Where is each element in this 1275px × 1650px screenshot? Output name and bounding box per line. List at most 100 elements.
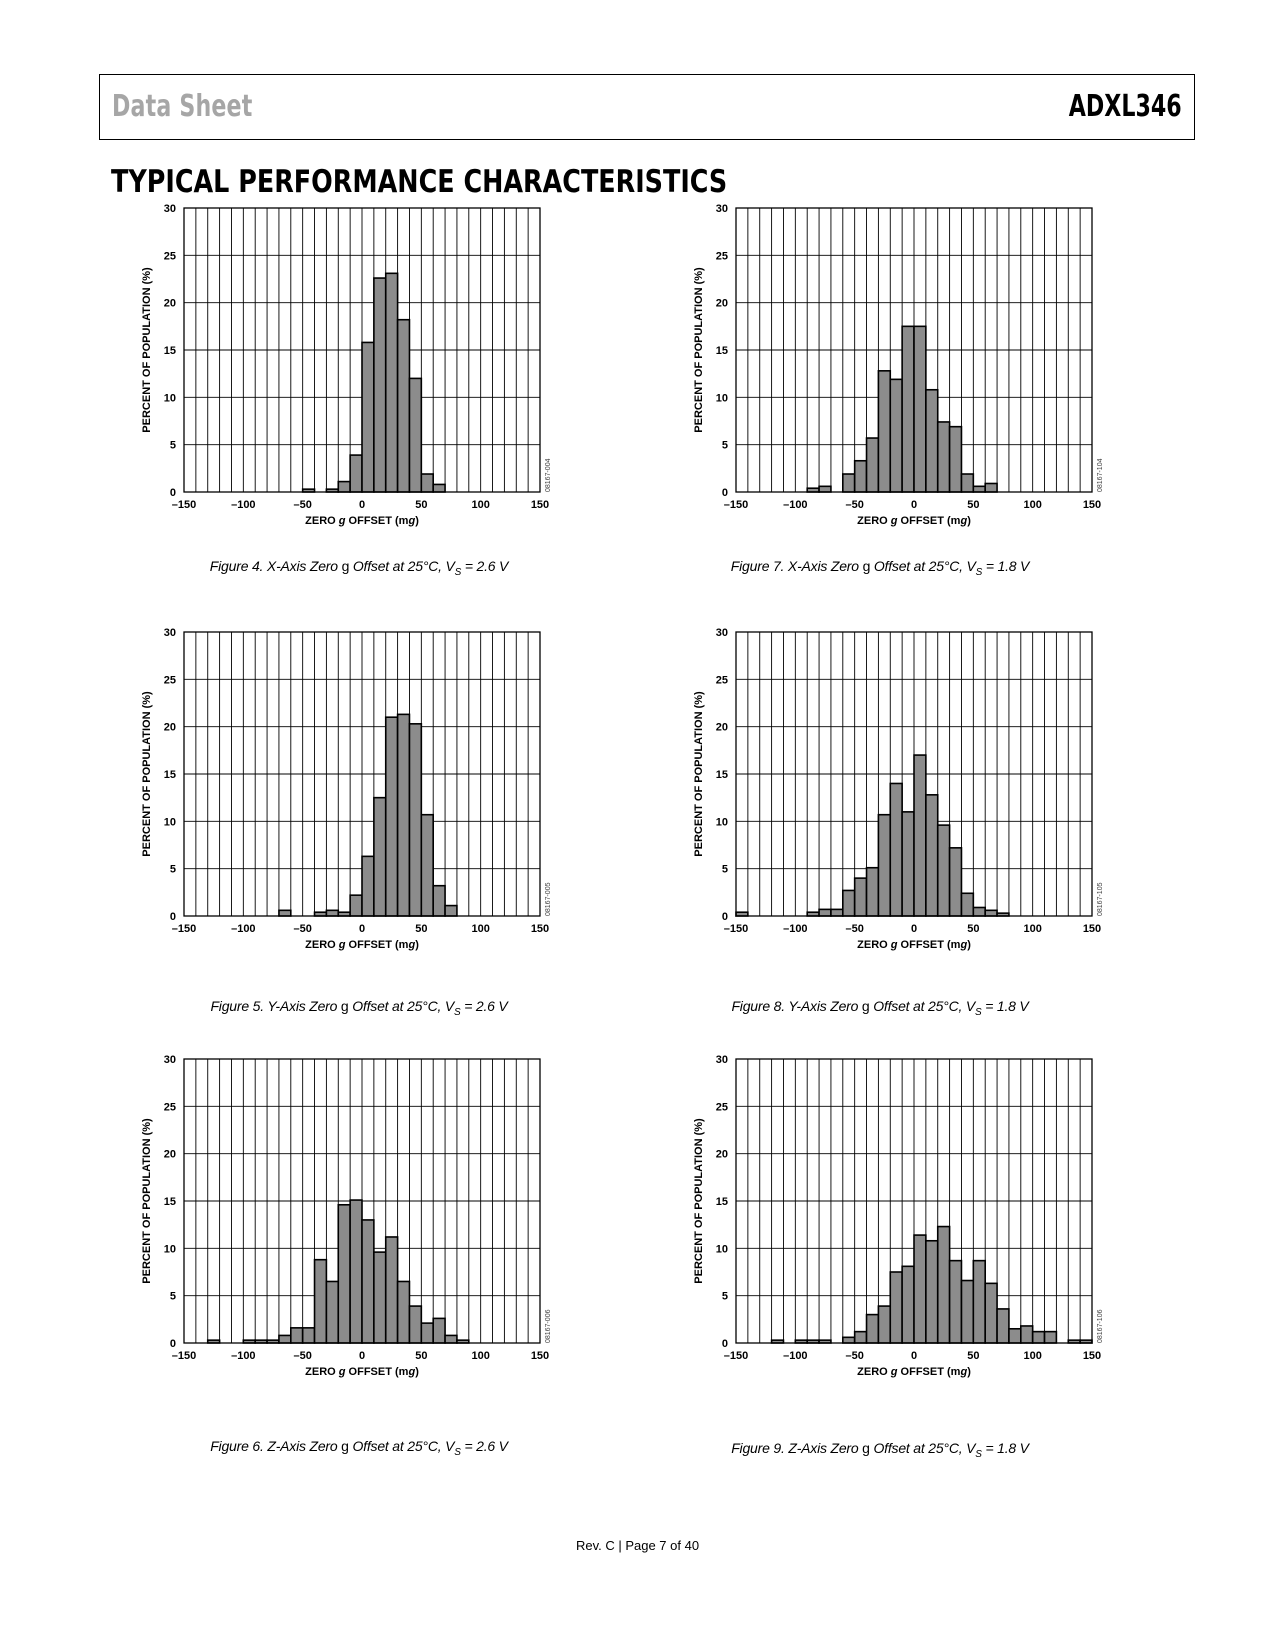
x-tick-label: –50 <box>293 1350 311 1362</box>
x-tick-label: 50 <box>415 1350 427 1362</box>
x-tick-label: 150 <box>531 1350 549 1362</box>
x-tick-label: –50 <box>845 923 863 935</box>
figure-9-chart: 0 5 10 15 20 25 30 –150 –100 –50 0 50 100 150 ZERO g O… <box>690 1051 1130 1421</box>
x-tick-label: –150 <box>724 923 748 935</box>
histogram-bar <box>349 1199 363 1344</box>
histogram-bar <box>290 1327 304 1344</box>
histogram-bar <box>396 713 411 917</box>
caption-subscript: S <box>975 1448 982 1460</box>
caption-g: g <box>862 1440 870 1456</box>
histogram-bar <box>996 1308 1010 1344</box>
histogram-bar <box>865 1313 880 1344</box>
plot-frame <box>183 1058 541 1344</box>
y-tick-label: 20 <box>716 1149 728 1161</box>
histogram-bar <box>1043 1330 1058 1344</box>
histogram-bar <box>865 866 880 917</box>
caption-subscript: S <box>975 1006 982 1018</box>
x-tick-label: 100 <box>471 923 489 935</box>
x-axis-label: ZERO g OFFSET (mg) <box>305 515 419 527</box>
caption-middle: Offset at 25°C, V <box>869 1440 976 1456</box>
histogram-bar <box>853 877 868 917</box>
histogram-bar <box>361 341 375 493</box>
x-axis-label: ZERO g OFFSET (mg) <box>305 1366 419 1378</box>
y-tick-label: 20 <box>164 1149 176 1161</box>
header-box: Data Sheet ADXL346 <box>99 74 1195 140</box>
x-tick-label: 100 <box>1023 1350 1041 1362</box>
x-tick-label: –50 <box>845 1350 863 1362</box>
figure-code-label: 08167-004 <box>545 458 552 492</box>
histogram-bar <box>901 1265 915 1344</box>
x-tick-label: 150 <box>1083 499 1101 511</box>
figure-9-caption: Figure 9. Z-Axis Zero g Offset at 25°C, … <box>600 1440 1160 1460</box>
histogram-bar <box>972 1259 987 1344</box>
caption-middle: Offset at 25°C, V <box>869 998 976 1014</box>
histogram-bar <box>420 1322 435 1344</box>
x-tick-label: 150 <box>1083 1350 1101 1362</box>
histogram-bar <box>960 1279 975 1344</box>
x-tick-label: –150 <box>172 923 196 935</box>
caption-middle: Offset at 25°C, V <box>348 1438 455 1454</box>
y-axis-label: PERCENT OF POPULATION (%) <box>693 267 705 433</box>
histogram-bar <box>913 754 927 917</box>
histogram-bar <box>901 325 915 493</box>
x-axis-label: ZERO g OFFSET (mg) <box>857 1366 971 1378</box>
caption-prefix: Figure 7. X-Axis Zero <box>730 558 863 574</box>
caption-middle: Offset at 25°C, V <box>349 558 455 574</box>
caption-middle: Offset at 25°C, V <box>348 998 455 1014</box>
y-tick-label: 0 <box>170 911 176 923</box>
x-tick-label: –150 <box>172 1350 196 1362</box>
histogram-bar <box>313 1258 328 1344</box>
x-tick-label: 150 <box>531 923 549 935</box>
histogram-bar <box>1008 1327 1022 1344</box>
figure-code-label: 08167-006 <box>545 1309 552 1343</box>
x-tick-label: –100 <box>231 1350 255 1362</box>
y-tick-label: 10 <box>164 392 176 404</box>
histogram-bar <box>889 378 903 493</box>
y-tick-label: 30 <box>716 203 728 215</box>
histogram-bar <box>373 1251 387 1344</box>
histogram-bar <box>877 1305 892 1344</box>
histogram-bar <box>984 909 998 917</box>
histogram-bar <box>936 1225 951 1344</box>
x-tick-label: 0 <box>359 923 365 935</box>
figure-6-chart: 0 5 10 15 20 25 30 –150 –100 –50 0 50 100 150 ZERO g O… <box>138 1051 578 1421</box>
histogram-bar <box>1031 1330 1046 1344</box>
x-tick-label: 100 <box>471 1350 489 1362</box>
x-tick-label: 50 <box>967 923 979 935</box>
histogram-svg: 0 5 10 15 20 25 30 –150 –100 –50 0 50 100 150 ZERO g O… <box>693 1054 1104 1378</box>
y-tick-label: 10 <box>164 1243 176 1255</box>
x-tick-label: 150 <box>531 499 549 511</box>
y-tick-label: 15 <box>164 345 176 357</box>
caption-prefix: Figure 4. X-Axis Zero <box>209 558 342 574</box>
caption-suffix: = 2.6 V <box>460 1438 508 1454</box>
histogram-bar <box>936 824 951 917</box>
histogram-bar <box>925 794 939 917</box>
x-tick-label: 50 <box>967 499 979 511</box>
x-tick-label: 150 <box>1083 923 1101 935</box>
y-tick-label: 5 <box>170 1291 176 1303</box>
histogram-bar <box>984 1282 998 1344</box>
x-tick-label: –150 <box>172 499 196 511</box>
x-axis-label: ZERO g OFFSET (mg) <box>857 515 971 527</box>
x-tick-label: –100 <box>783 923 807 935</box>
y-axis-label: PERCENT OF POPULATION (%) <box>141 1118 153 1284</box>
x-tick-label: –50 <box>845 499 863 511</box>
plot-frame <box>183 631 541 917</box>
x-tick-label: –100 <box>231 923 255 935</box>
figure-7-caption: Figure 7. X-Axis Zero g Offset at 25°C, … <box>600 558 1160 578</box>
histogram-bar <box>337 1203 351 1344</box>
y-tick-label: 15 <box>716 769 728 781</box>
y-tick-label: 15 <box>716 345 728 357</box>
y-tick-label: 5 <box>722 1291 728 1303</box>
histogram-bar <box>936 421 951 493</box>
y-tick-label: 20 <box>716 722 728 734</box>
section-title: TYPICAL PERFORMANCE CHARACTERISTICS <box>111 164 728 200</box>
histogram-bar <box>325 1280 340 1344</box>
histogram-bar <box>972 906 987 917</box>
figure-code-label: 08167-106 <box>1097 1309 1104 1343</box>
y-tick-label: 0 <box>722 911 728 923</box>
histogram-bar <box>948 1259 963 1344</box>
x-tick-label: 100 <box>471 499 489 511</box>
histogram-bar <box>877 813 892 917</box>
caption-g: g <box>341 1438 349 1454</box>
